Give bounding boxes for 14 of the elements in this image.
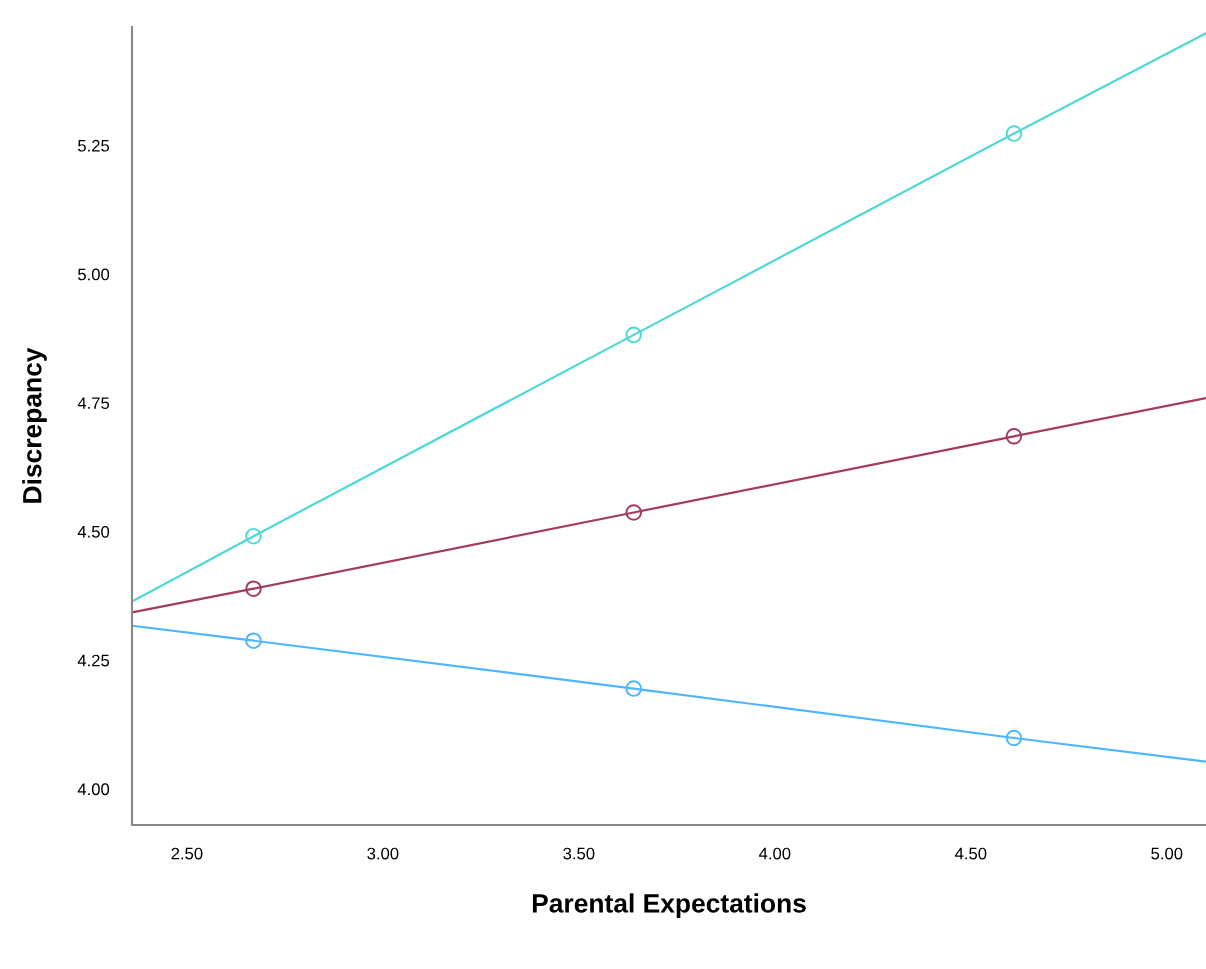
x-tick-label: 3.00 <box>367 847 399 860</box>
y-tick-label: 5.00 <box>78 268 110 281</box>
x-tick-label: 3.50 <box>563 847 595 860</box>
x-tick-label: 5.00 <box>1151 847 1183 860</box>
x-axis-title: Parental Expectations <box>532 893 806 918</box>
y-axis-title: Discrepancy <box>22 347 47 503</box>
x-tick-label: 4.00 <box>759 847 791 860</box>
x-tick-label: 4.50 <box>954 847 987 860</box>
y-tick-label: 4.50 <box>77 525 110 538</box>
y-tick-label: 5.25 <box>78 139 110 152</box>
y-tick-label: 4.00 <box>77 783 110 796</box>
y-tick-label: 4.25 <box>77 654 110 667</box>
y-tick-label: 4.75 <box>77 397 110 410</box>
x-tick-label: 2.50 <box>171 847 203 860</box>
